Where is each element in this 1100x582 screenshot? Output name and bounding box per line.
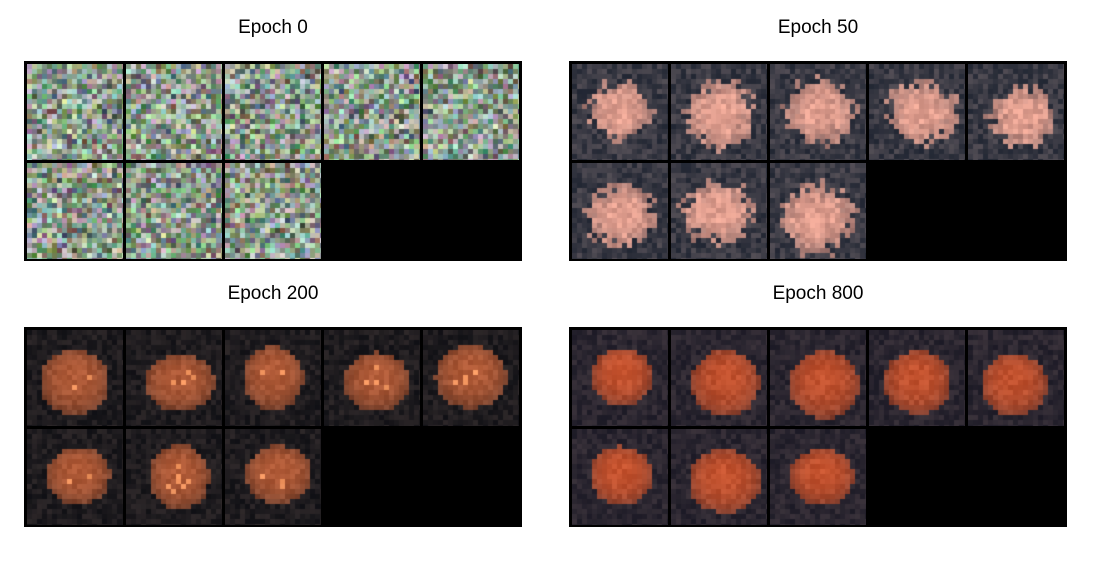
sample-image: [770, 64, 866, 160]
sample-image: [27, 163, 123, 259]
panel-epoch-200: Epoch 200: [24, 282, 522, 532]
sample-grid: [24, 327, 522, 527]
sample-image: [671, 330, 767, 426]
sample-image: [225, 429, 321, 525]
sample-image: [225, 163, 321, 259]
sample-image: [572, 330, 668, 426]
sample-image: [423, 64, 519, 160]
panel-title: Epoch 200: [227, 283, 319, 304]
sample-image: [572, 429, 668, 525]
sample-image: [572, 64, 668, 160]
sample-image: [968, 64, 1064, 160]
panel-epoch-50: Epoch 50: [569, 16, 1067, 266]
sample-image: [324, 64, 420, 160]
sample-image: [423, 330, 519, 426]
sample-image: [770, 163, 866, 259]
panel-title: Epoch 800: [772, 283, 864, 304]
sample-image: [572, 163, 668, 259]
sample-image: [671, 163, 767, 259]
sample-image: [671, 64, 767, 160]
sample-grid: [569, 327, 1067, 527]
sample-image: [126, 64, 222, 160]
sample-image: [126, 429, 222, 525]
sample-image: [126, 330, 222, 426]
sample-image: [770, 429, 866, 525]
panel-epoch-800: Epoch 800: [569, 282, 1067, 532]
sample-grid: [24, 61, 522, 261]
sample-image: [225, 64, 321, 160]
sample-image: [869, 64, 965, 160]
sample-image: [27, 64, 123, 160]
sample-image: [671, 429, 767, 525]
sample-image: [968, 330, 1064, 426]
sample-image: [869, 330, 965, 426]
sample-grid: [569, 61, 1067, 261]
sample-image: [126, 163, 222, 259]
panel-epoch-0: Epoch 0: [24, 16, 522, 266]
sample-image: [27, 330, 123, 426]
panel-title: Epoch 50: [777, 17, 859, 38]
sample-image: [27, 429, 123, 525]
panel-title: Epoch 0: [238, 17, 308, 38]
sample-image: [225, 330, 321, 426]
sample-image: [770, 330, 866, 426]
sample-image: [324, 330, 420, 426]
